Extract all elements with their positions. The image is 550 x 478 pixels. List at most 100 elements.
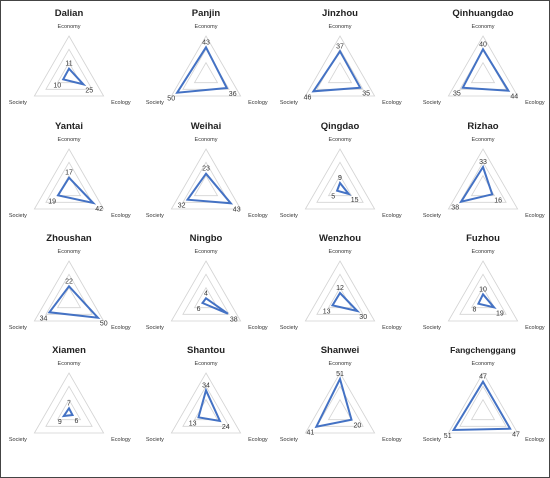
gridline-triangle: [170, 35, 242, 97]
data-label-economy: 12: [336, 285, 344, 292]
data-label-economy: 22: [65, 278, 73, 285]
radar-chart-zhoushan: Zhoushan Economy Ecology Society 22 50 34: [9, 233, 131, 331]
gridline-triangle: [316, 48, 364, 90]
data-label-ecology: 42: [95, 206, 103, 213]
gridline-triangle: [316, 385, 364, 427]
gridline-triangle: [447, 35, 519, 97]
radar-chart-ningbo: Ningbo Economy Ecology Society 4 38 6: [146, 233, 268, 331]
gridline-triangle: [170, 148, 242, 210]
data-label-ecology: 36: [229, 91, 237, 98]
data-label-ecology: 15: [351, 197, 359, 204]
gridline-triangle: [327, 174, 353, 197]
data-polygon: [61, 66, 87, 87]
axis-label-society: Society: [9, 213, 27, 219]
axis-label-ecology: Ecology: [525, 213, 545, 219]
data-polygon: [458, 164, 494, 204]
axis-label-ecology: Ecology: [111, 213, 131, 219]
data-label-ecology: 43: [233, 206, 241, 213]
gridline-triangle: [459, 273, 507, 315]
radar-chart-shanwei: Shanwei Economy Ecology Society 51 20 41: [280, 345, 402, 443]
gridline-triangle: [182, 385, 230, 427]
axis-label-society: Society: [423, 437, 441, 443]
gridline-triangle: [33, 35, 105, 97]
data-label-society: 10: [53, 82, 61, 89]
radar-chart-rizhao: Rizhao Economy Ecology Society 33 16 38: [423, 121, 545, 219]
data-label-economy: 37: [336, 43, 344, 50]
data-label-society: 50: [167, 96, 175, 103]
data-label-society: 8: [472, 307, 476, 314]
axis-label-society: Society: [280, 437, 298, 443]
gridline-triangle: [182, 161, 230, 203]
data-label-economy: 11: [65, 61, 72, 68]
gridline-triangle: [304, 260, 376, 322]
gridline-triangle: [182, 273, 230, 315]
data-label-society: 13: [189, 420, 197, 427]
axis-label-economy: Economy: [472, 361, 495, 367]
gridline-triangle: [459, 385, 507, 427]
axis-label-ecology: Ecology: [382, 213, 402, 219]
radar-chart-xiamen: Xiamen Economy Ecology Society 7 6 9: [9, 345, 131, 443]
gridline-triangle: [447, 372, 519, 434]
gridline-triangle: [193, 174, 219, 197]
gridline-triangle: [33, 148, 105, 210]
axis-label-economy: Economy: [58, 24, 81, 30]
chart-title: Fangchenggang: [450, 345, 516, 355]
data-label-economy: 33: [479, 159, 487, 166]
data-label-society: 51: [444, 433, 452, 440]
axis-label-ecology: Ecology: [111, 100, 131, 106]
data-label-ecology: 47: [512, 432, 520, 439]
gridline-triangle: [316, 273, 364, 315]
radar-chart-fangchenggang: Fangchenggang Economy Ecology Society 47 47 51: [423, 345, 545, 443]
data-polygon: [314, 376, 353, 429]
axis-label-society: Society: [280, 100, 298, 106]
axis-label-society: Society: [146, 437, 164, 443]
data-polygon: [197, 387, 222, 423]
gridline-triangle: [45, 161, 93, 203]
axis-label-ecology: Ecology: [525, 437, 545, 443]
chart-title: Wenzhou: [319, 233, 361, 244]
gridline-triangle: [327, 398, 353, 421]
axis-label-society: Society: [9, 437, 27, 443]
gridline-triangle: [459, 48, 507, 90]
data-label-ecology: 24: [222, 424, 230, 431]
data-label-economy: 34: [202, 382, 210, 389]
axis-label-economy: Economy: [329, 137, 352, 143]
data-label-society: 13: [323, 308, 331, 315]
data-label-ecology: 38: [230, 317, 238, 324]
axis-label-economy: Economy: [195, 361, 218, 367]
data-polygon: [61, 406, 75, 418]
axis-label-economy: Economy: [472, 24, 495, 30]
gridline-triangle: [447, 148, 519, 210]
data-label-economy: 17: [65, 170, 73, 177]
data-polygon: [311, 49, 362, 93]
data-label-economy: 40: [479, 41, 487, 48]
radar-chart-shantou: Shantou Economy Ecology Society 34 24 13: [146, 345, 268, 443]
axis-label-ecology: Ecology: [111, 437, 131, 443]
axis-label-economy: Economy: [195, 137, 218, 143]
radar-chart-weihai: Weihai Economy Ecology Society 23 43 32: [146, 121, 268, 219]
data-label-ecology: 35: [362, 91, 370, 98]
axis-label-ecology: Ecology: [248, 325, 268, 331]
chart-title: Panjin: [192, 8, 221, 19]
data-label-economy: 4: [204, 290, 208, 297]
axis-label-ecology: Ecology: [382, 100, 402, 106]
gridline-triangle: [193, 61, 219, 84]
gridline-triangle: [459, 161, 507, 203]
gridline-triangle: [316, 161, 364, 203]
axis-label-economy: Economy: [195, 249, 218, 255]
data-label-society: 9: [58, 419, 62, 426]
axis-label-society: Society: [280, 325, 298, 331]
gridline-triangle: [304, 35, 376, 97]
axis-label-society: Society: [9, 100, 27, 106]
data-label-society: 6: [197, 306, 201, 313]
radar-chart-qinhuangdao: Qinhuangdao Economy Ecology Society 40 44 35: [423, 8, 545, 106]
data-label-economy: 43: [202, 39, 210, 46]
data-label-society: 35: [453, 91, 461, 98]
gridline-triangle: [56, 286, 82, 309]
axis-label-society: Society: [146, 100, 164, 106]
axis-label-ecology: Ecology: [111, 325, 131, 331]
radar-chart-fuzhou: Fuzhou Economy Ecology Society 10 19 8: [423, 233, 545, 331]
data-polygon: [461, 47, 511, 92]
radar-chart-qingdao: Qingdao Economy Ecology Society 9 15 5: [280, 121, 402, 219]
